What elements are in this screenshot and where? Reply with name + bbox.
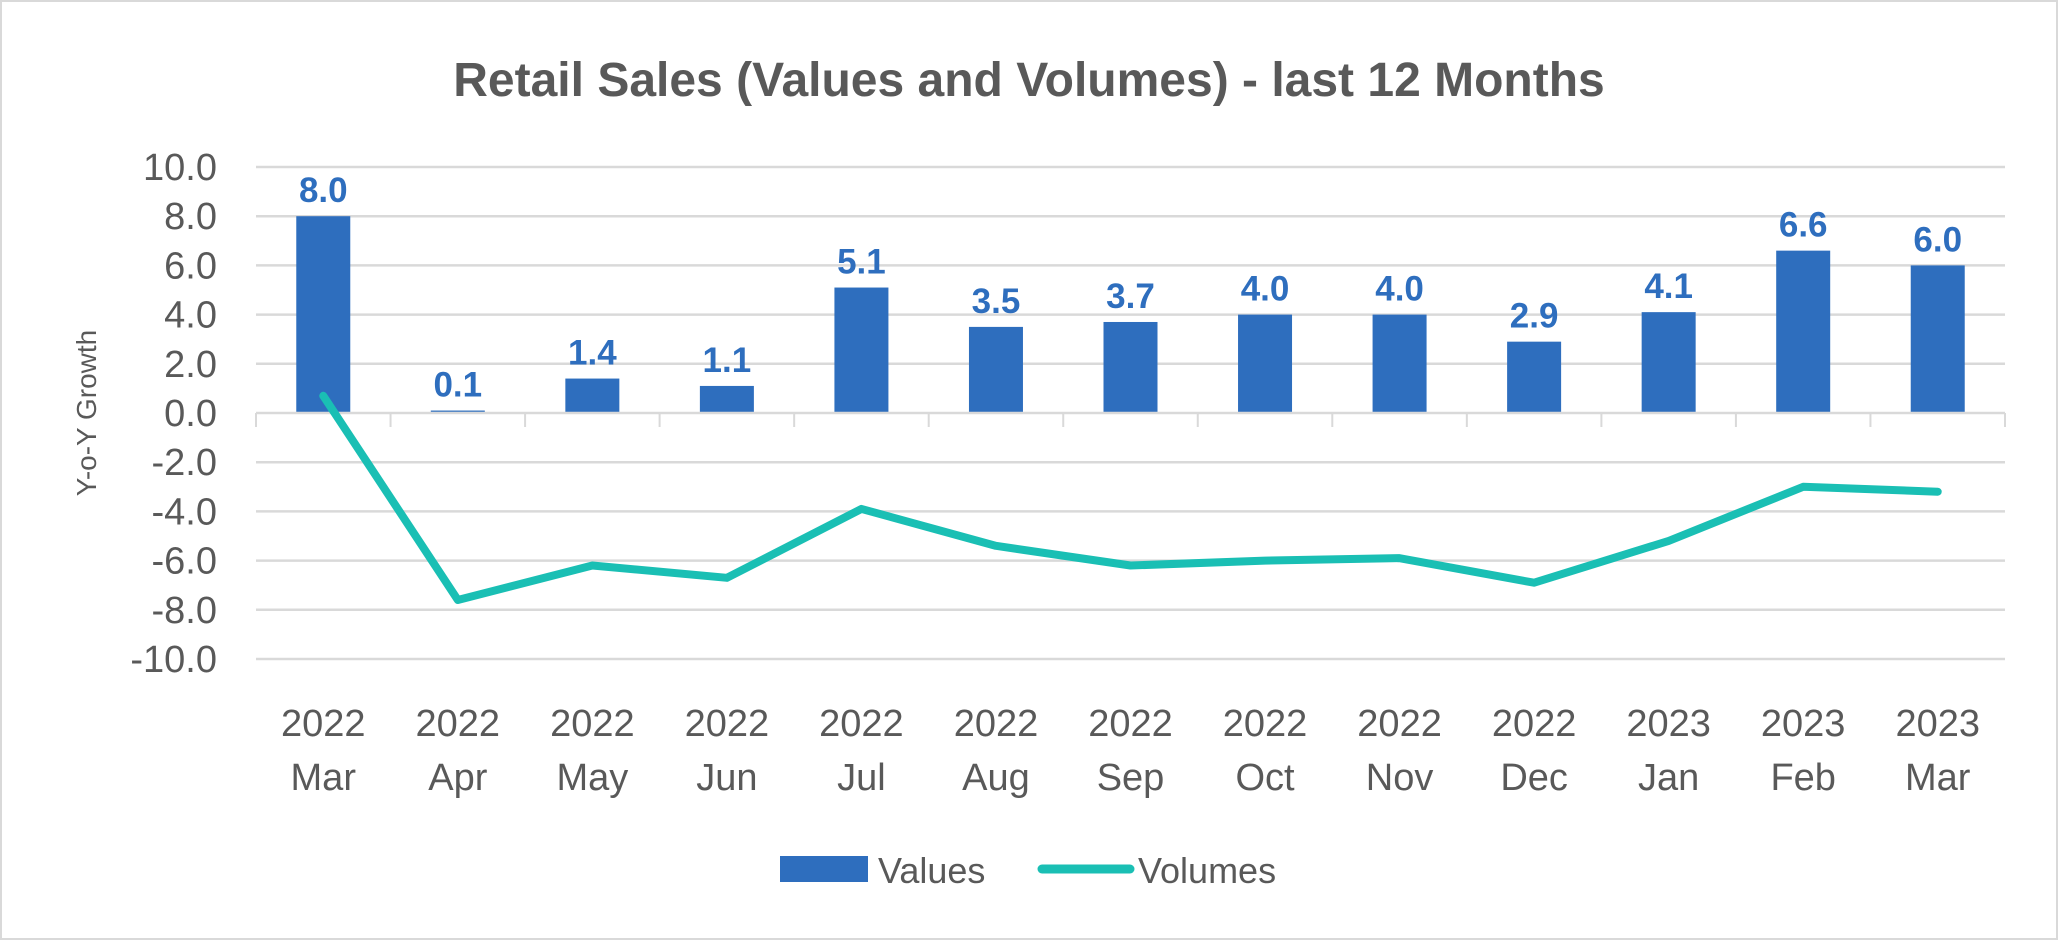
y-tick-label: -10.0 [130, 639, 217, 681]
data-label: 4.0 [1241, 270, 1290, 309]
x-tick-month: Oct [1235, 757, 1295, 799]
x-tick-month: Jun [696, 757, 757, 799]
bar-values [1238, 314, 1293, 413]
bar-values [1776, 250, 1831, 413]
data-label: 0.1 [433, 366, 482, 405]
x-tick-month: Dec [1500, 757, 1568, 799]
x-tick-year: 2023 [1626, 703, 1711, 745]
x-tick-year: 2022 [1223, 703, 1308, 745]
data-label: 1.4 [568, 334, 617, 373]
x-tick-year: 2022 [685, 703, 770, 745]
y-tick-label: 0.0 [164, 393, 217, 435]
x-tick-year: 2023 [1895, 703, 1980, 745]
bar-values [699, 385, 754, 413]
legend-label-volumes: Volumes [1138, 850, 1276, 891]
data-label: 3.7 [1106, 277, 1155, 316]
x-tick-month: Jan [1638, 757, 1699, 799]
y-tick-label: -4.0 [152, 491, 217, 533]
data-label: 2.9 [1510, 297, 1559, 336]
bar-values [1103, 321, 1158, 413]
bar-values [296, 216, 351, 413]
x-tick-year: 2022 [416, 703, 501, 745]
data-label: 5.1 [837, 243, 886, 282]
bar-values [1910, 265, 1965, 413]
y-tick-label: -2.0 [152, 442, 217, 484]
x-tick-year: 2022 [954, 703, 1039, 745]
bar-values [565, 378, 620, 413]
x-tick-month: Sep [1097, 757, 1165, 799]
bar-values [968, 326, 1023, 413]
x-tick-month: Jul [837, 757, 886, 799]
x-tick-month: Aug [962, 757, 1030, 799]
legend-label-values: Values [878, 850, 985, 891]
y-tick-label: 6.0 [164, 245, 217, 287]
data-label: 3.5 [972, 282, 1021, 321]
y-tick-label: 2.0 [164, 344, 217, 386]
x-tick-month: Mar [291, 757, 357, 799]
y-axis-label: Y-o-Y Growth [71, 330, 102, 497]
y-tick-label: 10.0 [143, 147, 217, 189]
chart-title: Retail Sales (Values and Volumes) - last… [453, 54, 1604, 107]
x-tick-month: Nov [1366, 757, 1434, 799]
bar-values [834, 287, 889, 413]
x-tick-year: 2023 [1761, 703, 1846, 745]
bar-values [1372, 314, 1427, 413]
y-tick-label: 4.0 [164, 295, 217, 337]
data-label: 6.0 [1913, 220, 1962, 259]
x-tick-month: Apr [428, 757, 487, 799]
bar-values [1641, 312, 1696, 413]
data-label: 4.0 [1375, 270, 1424, 309]
x-tick-year: 2022 [1357, 703, 1442, 745]
x-tick-year: 2022 [819, 703, 904, 745]
x-tick-year: 2022 [1088, 703, 1173, 745]
data-label: 6.6 [1779, 206, 1828, 245]
legend-swatch-values [780, 856, 868, 882]
y-tick-label: 8.0 [164, 196, 217, 238]
data-label: 8.0 [299, 171, 348, 210]
legend: Values Volumes [780, 850, 1276, 891]
y-tick-label: -6.0 [152, 541, 217, 583]
x-tick-month: Feb [1770, 757, 1835, 799]
x-tick-year: 2022 [550, 703, 635, 745]
bar-values [1507, 341, 1562, 413]
x-tick-year: 2022 [1492, 703, 1577, 745]
data-label: 4.1 [1644, 267, 1693, 306]
y-tick-label: -8.0 [152, 590, 217, 632]
x-tick-year: 2022 [281, 703, 366, 745]
x-tick-month: Mar [1905, 757, 1971, 799]
data-label: 1.1 [703, 341, 752, 380]
x-tick-month: May [556, 757, 628, 799]
